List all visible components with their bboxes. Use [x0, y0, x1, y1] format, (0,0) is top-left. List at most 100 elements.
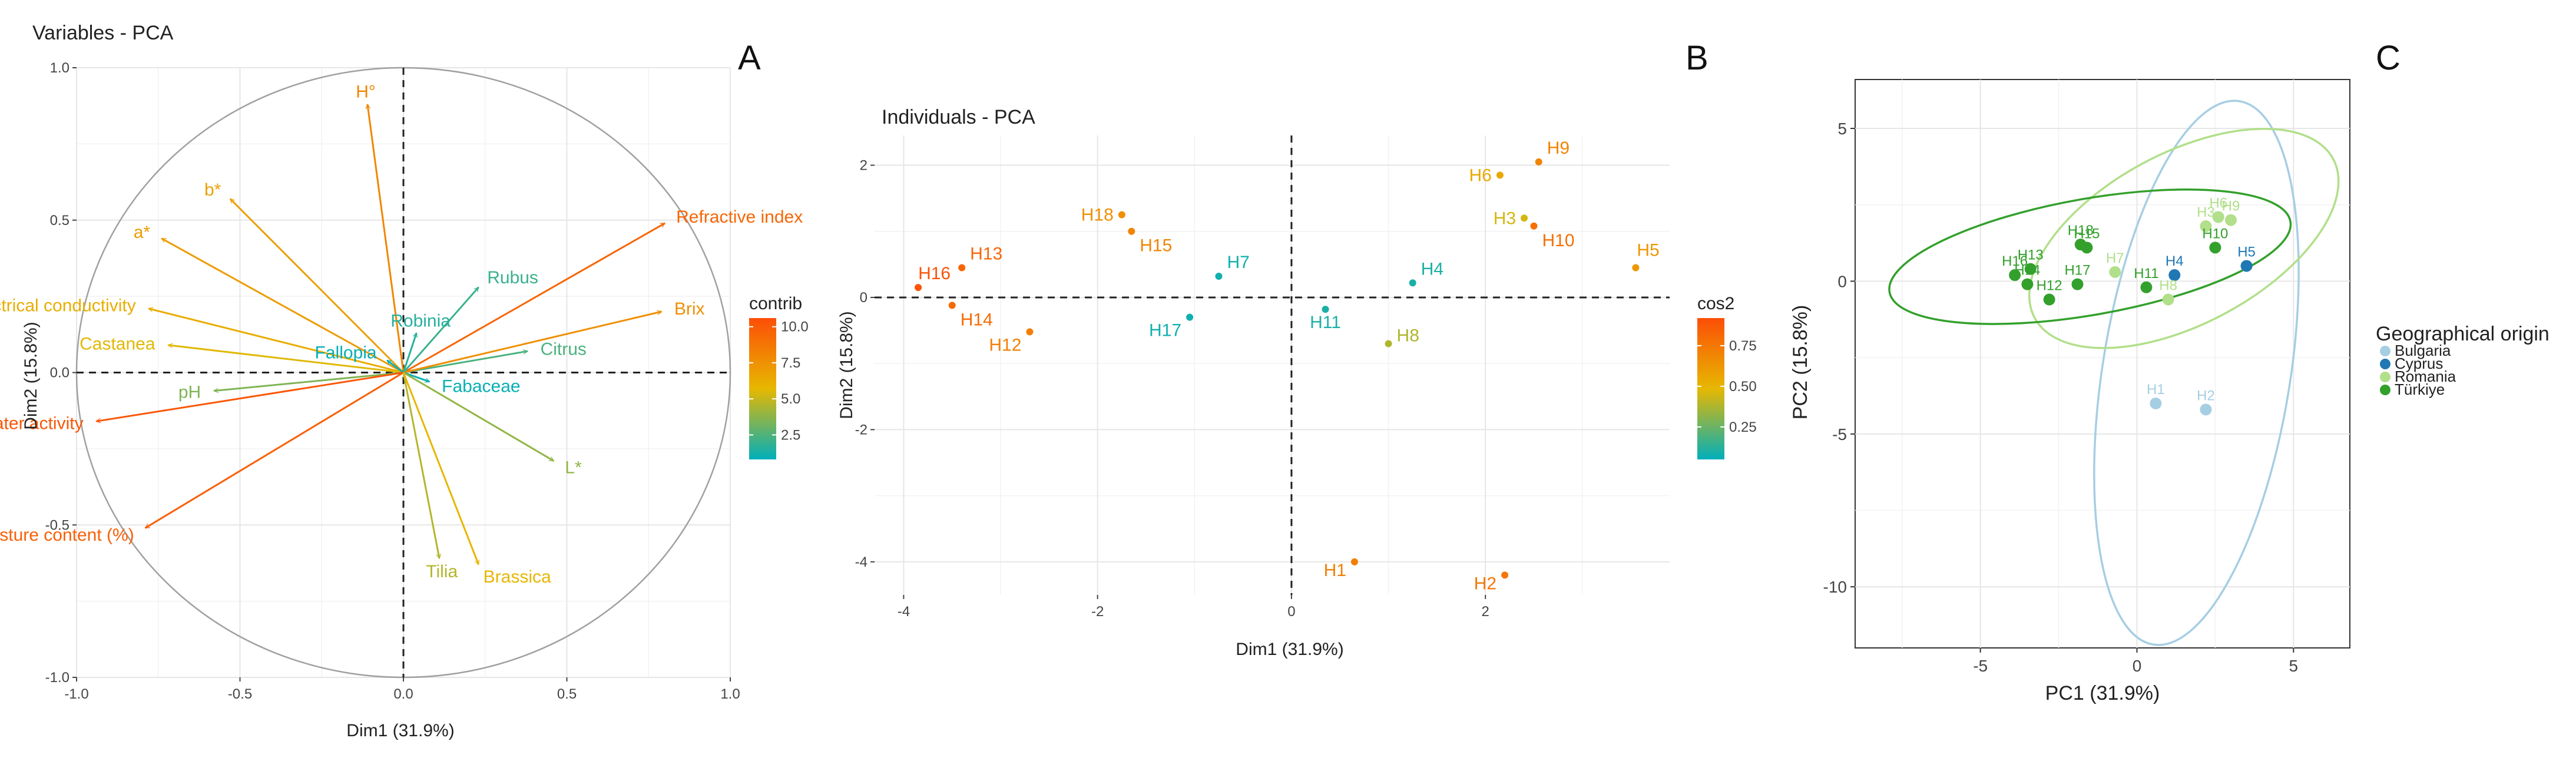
individual-label: H12 [989, 335, 1021, 355]
individual-point [1026, 328, 1034, 336]
variable-arrow [229, 198, 405, 373]
individual-label: H8 [1397, 326, 1419, 346]
individual-label: H17 [2064, 263, 2090, 279]
individual-point [2009, 269, 2021, 282]
individual-point [2240, 260, 2253, 272]
y-tick-label: 5 [1837, 120, 1847, 138]
individual-label: H5 [2237, 244, 2256, 260]
x-tick-label: 5 [2289, 657, 2299, 675]
x-tick-label: -5 [1973, 657, 1988, 675]
variable-label: b* [204, 180, 221, 200]
individual-label: H4 [1421, 259, 1443, 279]
contrib-colorbar-ticks: 10.0 7.5 5.0 2.5 [749, 319, 809, 443]
individual-point [1632, 264, 1640, 272]
panel-a-y-axis-label: Dim2 (15.8%) [21, 322, 41, 429]
variable-label: Citrus [541, 340, 587, 359]
variable-label: L* [565, 458, 582, 478]
individual-point [1409, 279, 1416, 287]
individual-point [2212, 211, 2224, 223]
individual-point [1215, 273, 1223, 280]
colorbar-tick-label: 5.0 [781, 391, 800, 407]
variable-arrow [145, 372, 404, 529]
individual-point [1186, 313, 1194, 321]
individual-point [1496, 171, 1504, 179]
individual-label: H9 [2222, 198, 2240, 214]
individual-label: H13 [970, 244, 1002, 263]
y-tick-label: 1.0 [50, 60, 69, 76]
individual-point [1350, 558, 1358, 565]
individual-label: H1 [1324, 561, 1346, 580]
panel-c-individual-points: H1 H2H4H5H3H6H7H8H9H10H11H12H13H14H15H16H… [2002, 195, 2256, 416]
geographical-origin-legend: Geographical origin BulgariaCyprusRomani… [2376, 323, 2549, 398]
individual-point [2162, 293, 2174, 306]
x-tick-label: 0.5 [557, 686, 577, 702]
y-tick-label: 0 [860, 290, 868, 306]
individual-point [1521, 214, 1528, 222]
individual-point [2200, 220, 2212, 233]
individual-point [1501, 571, 1509, 579]
panel-b-plot-background [875, 135, 1670, 595]
panel-b-y-axis-label: Dim2 (15.8%) [837, 311, 856, 419]
variable-arrow [403, 351, 528, 373]
group-confidence-ellipse [2028, 127, 2340, 349]
legend-label: Romania [2395, 368, 2456, 385]
x-tick-label: -0.5 [228, 686, 252, 702]
panel-b-x-axis-label: Dim1 (31.9%) [1236, 640, 1343, 659]
x-tick-label: 1.0 [720, 686, 740, 702]
panel-c-y-axis-label: PC2 (15.8%) [1789, 305, 1812, 420]
individual-label: H11 [1310, 313, 1341, 332]
variable-label: Castanea [80, 334, 155, 353]
individual-label: H5 [1637, 240, 1659, 260]
panel-label-c: C [2376, 39, 2400, 77]
legend-label: Bulgaria [2395, 342, 2451, 359]
individual-point [1322, 306, 1329, 313]
individual-label: H18 [2068, 223, 2094, 239]
colorbar-tick-label: 10.0 [781, 319, 809, 335]
variable-arrow [168, 345, 404, 373]
individual-point [958, 264, 966, 272]
variable-arrow [403, 312, 661, 373]
individual-label: H6 [2209, 195, 2227, 211]
panel-label-a: A [738, 39, 761, 77]
cos2-legend: cos2 0.75 0.50 0.25 [1697, 294, 1757, 459]
panel-a-tick-labels: -1.0 -0.5 0.0 0.5 1.0 -1.0 -0.5 0.0 0.5 1.0 [45, 60, 740, 702]
variable-arrow [161, 237, 404, 373]
variable-arrow [148, 309, 404, 373]
y-tick-label: -1.0 [45, 670, 69, 686]
grouped-pca-panel: H1 H2H4H5H3H6H7H8H9H10H11H12H13H14H15H16H… [1789, 39, 2549, 704]
group-confidence-ellipse [2093, 100, 2300, 646]
variable-label: Fallopia [315, 343, 377, 363]
individual-point [1535, 158, 1542, 166]
individual-point [1385, 340, 1392, 348]
variables-pca-panel: H° a* b* Refractive index Rubus Robinia Electr… [0, 22, 809, 740]
variable-arrow [402, 372, 480, 565]
individuals-pca-panel: H1 H2 H3 H4 H5 H6 H7 H8 H9 H10 H11 H12 H13 H14 H15 H16 H… [837, 39, 1757, 659]
panel-c-x-axis-label: PC1 (31.9%) [2045, 682, 2160, 704]
y-tick-label: -4 [855, 554, 868, 570]
individual-point [2224, 214, 2237, 226]
individual-label: H13 [2018, 247, 2044, 263]
legend-key [2380, 372, 2390, 382]
individual-point [1118, 211, 1125, 219]
legend-key [2380, 359, 2390, 369]
variable-label: Rubus [487, 268, 538, 287]
individual-label: H7 [1227, 253, 1249, 272]
group-confidence-ellipse [1888, 188, 2292, 325]
y-tick-label: 0.0 [50, 365, 69, 381]
individual-label: H8 [2159, 278, 2177, 294]
individual-label: H16 [918, 264, 951, 283]
individual-point [2168, 269, 2181, 282]
variable-arrow [403, 372, 554, 462]
individual-label: H16 [2002, 253, 2028, 269]
y-tick-label: -5 [1832, 425, 1847, 444]
individual-point [915, 284, 922, 292]
individual-point [2109, 266, 2121, 278]
x-tick-label: 0 [1287, 604, 1295, 620]
variable-label: Tilia [426, 562, 458, 581]
variable-label: a* [134, 223, 151, 242]
individual-point [2209, 241, 2221, 254]
variable-label: Brassica [484, 567, 551, 587]
panel-a-variable-arrows: H° a* b* Refractive index Rubus Robinia Electr… [0, 82, 803, 587]
variable-arrow [387, 359, 404, 373]
